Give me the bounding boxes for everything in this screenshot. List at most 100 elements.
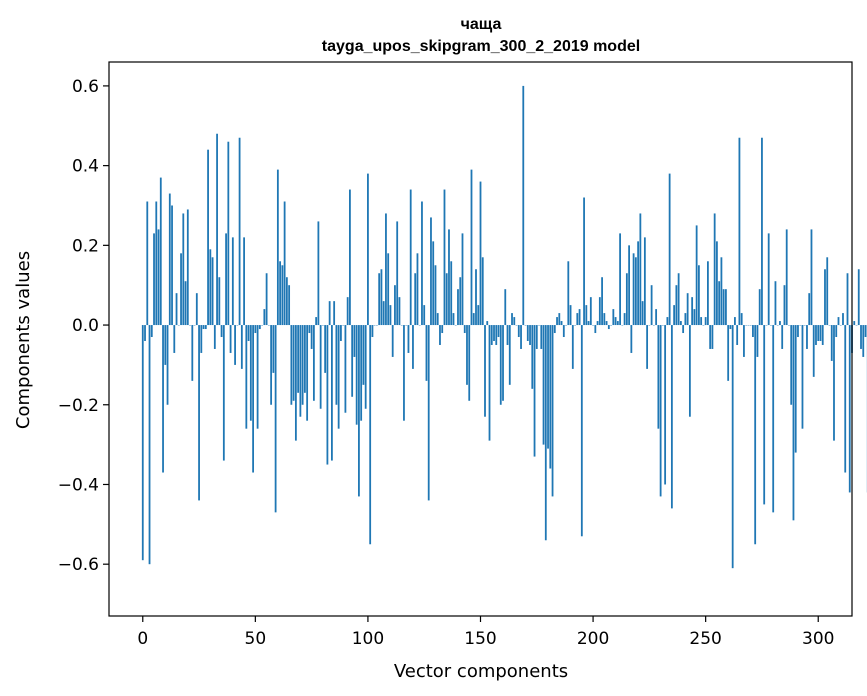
bar-290 xyxy=(794,325,797,453)
bar-12 xyxy=(168,193,171,326)
bar-199 xyxy=(589,297,592,326)
bar-300 xyxy=(817,325,820,341)
bar-118 xyxy=(407,325,410,353)
bar-67 xyxy=(292,325,295,401)
bar-105 xyxy=(378,273,381,326)
plot-frame xyxy=(108,61,853,617)
bar-187 xyxy=(562,325,565,338)
bar-87 xyxy=(337,325,340,429)
bar-193 xyxy=(576,313,579,326)
bar-20 xyxy=(186,209,189,326)
bar-65 xyxy=(288,285,291,326)
bar-161 xyxy=(504,289,507,326)
bar-220 xyxy=(637,241,640,326)
bar-111 xyxy=(391,325,394,357)
bar-186 xyxy=(560,321,563,326)
bar-126 xyxy=(425,325,428,381)
bar-214 xyxy=(623,313,626,326)
bar-171 xyxy=(526,325,529,341)
bar-255 xyxy=(716,241,718,326)
bar-202 xyxy=(596,321,599,326)
bar-62 xyxy=(281,265,284,326)
bar-229 xyxy=(657,325,660,429)
bar-215 xyxy=(625,273,628,326)
bar-7 xyxy=(157,229,160,326)
bar-30 xyxy=(209,249,212,326)
y-ticks: −0.6 −0.4 −0.2 0.0 0.2 0.4 0.6 xyxy=(58,77,109,575)
bar-63 xyxy=(283,201,286,326)
bar-271 xyxy=(752,325,754,338)
bar-98 xyxy=(362,325,365,385)
bar-263 xyxy=(734,317,736,326)
bar-69 xyxy=(297,325,300,393)
bar-155 xyxy=(490,325,493,345)
bar-296 xyxy=(808,293,811,326)
bar-26 xyxy=(200,325,203,353)
bar-82 xyxy=(326,325,329,465)
bar-55 xyxy=(265,273,268,326)
bar-113 xyxy=(396,221,399,326)
bar-319 xyxy=(860,325,862,349)
bar-101 xyxy=(369,325,372,545)
bar-204 xyxy=(601,277,603,326)
bar-1 xyxy=(144,325,146,341)
bar-14 xyxy=(173,325,176,353)
bar-169 xyxy=(522,85,525,326)
bar-50 xyxy=(254,325,257,334)
bar-92 xyxy=(349,189,351,326)
bar-24 xyxy=(195,293,198,326)
x-tick-label: 0 xyxy=(137,629,148,649)
bar-311 xyxy=(842,313,844,326)
bar-48 xyxy=(249,325,252,421)
bar-257 xyxy=(720,257,723,326)
bar-93 xyxy=(351,325,354,397)
bar-145 xyxy=(468,325,471,401)
bar-321 xyxy=(864,325,867,338)
bar-64 xyxy=(285,277,288,326)
bar-91 xyxy=(346,297,349,326)
bar-201 xyxy=(594,325,597,334)
bar-252 xyxy=(709,325,712,349)
bar-254 xyxy=(713,213,716,326)
bar-196 xyxy=(583,197,585,326)
bar-122 xyxy=(416,253,419,326)
bar-261 xyxy=(729,325,732,330)
bar-284 xyxy=(781,325,784,349)
bar-162 xyxy=(506,325,509,345)
bar-78 xyxy=(317,221,320,326)
bar-190 xyxy=(569,305,572,326)
bar-178 xyxy=(542,325,545,445)
bar-45 xyxy=(243,237,245,326)
bar-2 xyxy=(146,201,149,326)
x-ticks: 0 50 100 150 200 250 300 xyxy=(137,616,834,649)
y-axis-label: Components values xyxy=(13,251,34,429)
x-tick-label: 150 xyxy=(464,629,496,649)
bar-181 xyxy=(549,325,552,469)
bar-180 xyxy=(547,325,549,449)
bar-18 xyxy=(182,213,185,326)
bar-157 xyxy=(495,325,498,345)
bar-235 xyxy=(670,325,673,509)
bar-8 xyxy=(159,177,162,326)
bar-230 xyxy=(659,325,662,497)
bars-group xyxy=(141,85,867,569)
bar-37 xyxy=(225,233,227,326)
bar-149 xyxy=(477,305,480,326)
bar-106 xyxy=(380,269,383,326)
bar-164 xyxy=(511,313,513,326)
bar-168 xyxy=(520,325,522,349)
bar-71 xyxy=(301,325,304,405)
x-axis-label: Vector components xyxy=(394,661,568,682)
bar-58 xyxy=(272,325,275,373)
bar-210 xyxy=(614,317,617,326)
bar-195 xyxy=(580,325,583,537)
y-tick-label: −0.4 xyxy=(58,475,99,495)
bar-234 xyxy=(668,173,671,326)
bar-266 xyxy=(740,313,743,326)
bar-167 xyxy=(517,325,520,338)
bar-11 xyxy=(166,325,169,405)
bar-99 xyxy=(364,325,367,409)
bar-233 xyxy=(666,317,669,326)
bar-267 xyxy=(743,325,745,357)
bar-297 xyxy=(810,229,813,326)
